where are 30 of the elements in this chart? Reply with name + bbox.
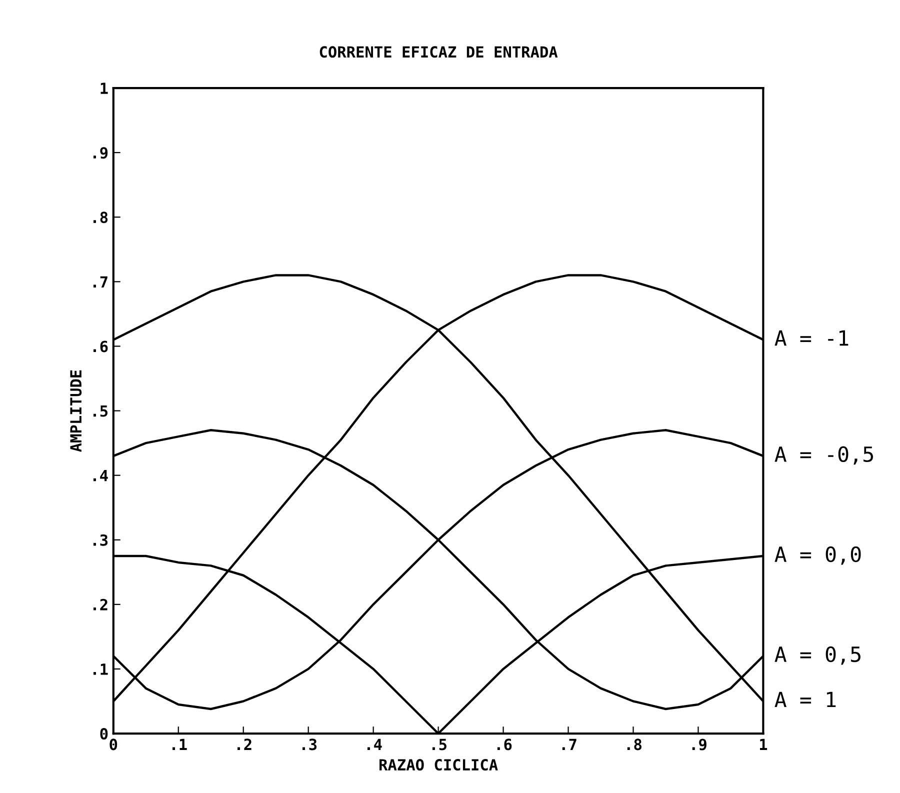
y-tick-label: .8 [93, 212, 108, 224]
y-tick-label: .1 [93, 664, 108, 675]
series-label: A = -0,5 [774, 446, 873, 465]
series-label: A = 0,0 [774, 546, 861, 565]
y-tick-label: .9 [93, 147, 108, 159]
series-label: A = -1 [774, 330, 848, 346]
series-label: A = 1 [774, 692, 836, 708]
x-tick-label: .2 [238, 738, 252, 750]
y-tick-label: 1 [100, 82, 108, 94]
x-tick-label: 0 [110, 738, 118, 750]
x-tick-label: .4 [367, 738, 382, 750]
y-tick-label: .5 [93, 405, 108, 417]
y-axis-title: AMPLITUDE [70, 370, 82, 452]
x-tick-label: .7 [562, 738, 576, 750]
series-label: A = 0,5 [774, 646, 860, 665]
y-tick-label: .6 [93, 340, 108, 352]
x-tick-label: .1 [172, 738, 187, 750]
x-tick-label: .3 [302, 738, 317, 750]
y-tick-label: .4 [93, 470, 108, 482]
y-tick-label: .3 [93, 534, 108, 546]
x-axis-title: RAZAO CICLICA [380, 758, 498, 771]
y-tick-label: 0 [100, 728, 108, 740]
y-tick-label: .7 [93, 276, 108, 288]
chart-title: CORRENTE EFICAZ DE ENTRADA [320, 46, 558, 58]
x-tick-label: 1 [760, 738, 768, 750]
x-tick-label: .6 [497, 738, 512, 750]
x-tick-label: .8 [627, 738, 642, 750]
x-tick-label: .9 [692, 738, 706, 750]
x-tick-label: .5 [432, 738, 446, 750]
y-tick-label: .2 [93, 598, 108, 610]
